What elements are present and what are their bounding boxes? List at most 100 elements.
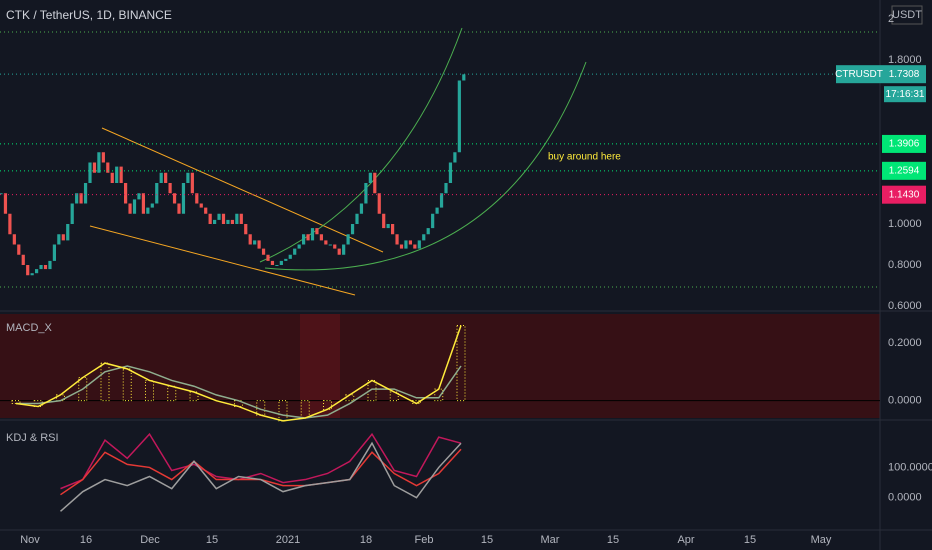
candle — [52, 244, 56, 261]
y-tick-label: 0.0000 — [888, 492, 922, 504]
x-tick-label: Nov — [20, 534, 40, 546]
candle — [8, 213, 12, 235]
y-tick-label: 0.6000 — [888, 300, 922, 312]
y-tick-label: 2 — [888, 13, 894, 25]
x-tick-label: Feb — [415, 534, 434, 546]
candle — [115, 166, 119, 183]
candle — [426, 228, 430, 235]
histogram-bar — [323, 400, 332, 410]
candle — [177, 203, 181, 214]
candle — [146, 207, 150, 214]
candle — [310, 228, 315, 241]
candle — [342, 244, 346, 255]
candle — [324, 240, 328, 245]
pane-title: KDJ & RSI — [6, 432, 59, 444]
countdown: 17:16:31 — [886, 89, 925, 100]
candle — [141, 193, 145, 214]
candle — [230, 219, 234, 224]
candle — [435, 207, 439, 214]
currency-box — [891, 5, 923, 25]
candle — [270, 260, 275, 265]
candle — [159, 172, 163, 183]
y-tick-label: 0.8000 — [888, 259, 922, 271]
candle — [106, 162, 110, 173]
candle — [306, 234, 310, 241]
candle — [279, 260, 283, 265]
y-tick-label: 1.8000 — [888, 54, 922, 66]
candle — [417, 240, 421, 249]
candle — [244, 224, 248, 235]
candle — [302, 234, 306, 245]
candle — [83, 183, 88, 204]
candle — [137, 193, 141, 200]
candle — [21, 254, 25, 265]
candle — [350, 224, 355, 235]
candle — [404, 240, 408, 249]
x-tick-label: 15 — [206, 534, 218, 546]
candle — [235, 213, 239, 224]
candle — [297, 244, 301, 249]
histogram-bar — [278, 400, 288, 422]
candle — [79, 193, 83, 204]
candle — [66, 224, 70, 241]
candle — [150, 203, 154, 208]
candle — [408, 240, 412, 245]
candle — [337, 248, 341, 255]
x-tick-label: Mar — [541, 534, 560, 546]
candle — [382, 213, 386, 229]
candle — [333, 244, 337, 249]
candle — [128, 203, 132, 214]
trend-line — [89, 225, 356, 296]
candle — [57, 234, 61, 245]
candle — [284, 258, 288, 261]
histogram-bar — [256, 400, 266, 416]
trend-line — [101, 127, 384, 253]
candle — [413, 244, 417, 249]
candle — [288, 254, 292, 259]
candle — [101, 152, 105, 163]
y-tick-label: 0.0000 — [888, 395, 922, 407]
candle — [132, 199, 137, 214]
currency: USDT — [892, 9, 922, 21]
signal-line — [16, 365, 462, 419]
candle — [92, 162, 97, 173]
x-tick-label: 2021 — [276, 534, 300, 546]
candle — [213, 219, 217, 224]
candle — [453, 152, 457, 163]
candle — [48, 260, 52, 270]
candle — [61, 234, 65, 241]
countdown-box — [884, 86, 926, 103]
candle — [195, 193, 199, 204]
symbol-box — [836, 65, 882, 84]
histogram-bar — [300, 400, 310, 419]
candle — [261, 248, 266, 255]
candle — [88, 162, 92, 183]
candle — [368, 172, 372, 183]
candle — [275, 265, 279, 266]
candle — [328, 244, 332, 246]
candle — [239, 213, 243, 224]
candle — [208, 213, 212, 224]
symbol-label: CTRUSDT — [835, 69, 883, 80]
candle — [124, 183, 128, 204]
level-label: 1.7308 — [889, 69, 920, 80]
chart-title: CTK / TetherUS, 1D, BINANCE — [6, 8, 172, 22]
candle — [155, 183, 159, 204]
candle — [12, 234, 16, 245]
candle — [448, 162, 453, 183]
x-tick-label: 18 — [360, 534, 372, 546]
candle — [97, 152, 101, 173]
candle — [164, 172, 168, 183]
candle — [253, 240, 257, 245]
candle — [190, 172, 194, 194]
candle — [226, 219, 230, 224]
candle — [221, 213, 226, 224]
y-tick-label: 0.2000 — [888, 337, 922, 349]
histogram-bar — [412, 400, 421, 405]
x-tick-label: Apr — [677, 534, 694, 546]
candle — [186, 172, 190, 183]
candle — [386, 224, 390, 229]
curve — [264, 61, 587, 271]
macd-line — [15, 325, 462, 422]
